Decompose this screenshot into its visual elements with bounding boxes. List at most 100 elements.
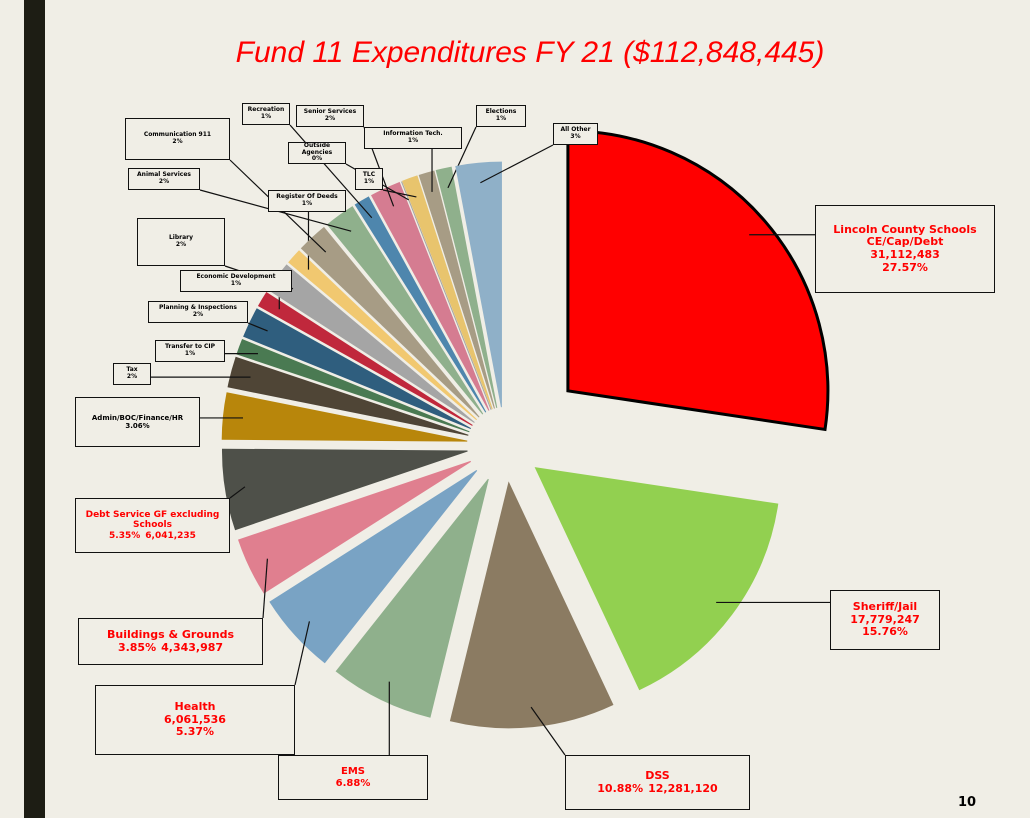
category-label: Economic Development <box>196 273 276 281</box>
percent-label: 1% <box>495 115 507 122</box>
slice-label: DSS 10.88% 12,281,120 <box>565 755 750 810</box>
leader-line <box>480 144 554 184</box>
slice-label: Information Tech. 1% <box>364 127 462 149</box>
pie-slice <box>221 448 468 531</box>
slice-label: Health 6,061,536 5.37% <box>95 685 295 755</box>
category-label: Communication 911 <box>143 131 212 139</box>
pie-slice <box>534 467 779 691</box>
percent-label: 5.37% <box>175 725 215 739</box>
percent-label: 1% <box>363 178 375 185</box>
category-label: Library <box>168 234 194 242</box>
value-row: 5.35% 6,041,235 <box>109 531 196 541</box>
slice-label: Lincoln County Schools CE/Cap/Debt 31,112… <box>815 205 995 293</box>
slice-label: Sheriff/Jail 17,779,247 15.76% <box>830 590 940 650</box>
category-label: Register Of Deeds <box>276 193 338 201</box>
category-label: Buildings & Grounds <box>107 627 234 641</box>
category-label: Lincoln County Schools CE/Cap/Debt <box>833 222 977 249</box>
percent-label: 0% <box>311 155 323 163</box>
category-label: Debt Service GF excluding Schools <box>85 509 220 531</box>
pie-slice <box>257 291 473 426</box>
category-label: DSS <box>645 768 670 782</box>
side-bar <box>24 0 45 818</box>
pie-slice <box>243 308 471 430</box>
category-label: Outside Agencies <box>301 142 333 156</box>
slice-label: Planning & Inspections 2% <box>148 301 248 323</box>
slice-label: All Other 3% <box>553 123 598 145</box>
slice-label: Senior Services 2% <box>296 105 364 127</box>
percent-label: 27.57% <box>882 260 928 274</box>
slice-label: Buildings & Grounds 3.85% 4,343,987 <box>78 618 263 665</box>
slice-label: Outside Agencies 0% <box>288 142 346 164</box>
percent-label: 2% <box>324 115 336 122</box>
chart-title: Fund 11 Expenditures FY 21 ($112,848,445… <box>235 36 825 69</box>
percent-label: 1% <box>407 137 419 144</box>
value-row: 10.88% 12,281,120 <box>597 781 718 796</box>
leader-line <box>262 558 269 619</box>
category-label: Senior Services <box>303 108 357 116</box>
slice-label: Register Of Deeds 1% <box>268 190 346 212</box>
slice-label: Debt Service GF excluding Schools 5.35% 6,… <box>75 498 230 553</box>
percent-label: 1% <box>260 113 272 120</box>
pie-slice <box>238 460 471 594</box>
category-label: TLC <box>362 171 376 179</box>
percent-label: 3% <box>570 133 581 140</box>
category-label: All Other <box>560 126 591 134</box>
pie-slice <box>566 129 830 432</box>
amount-label: 17,779,247 <box>850 612 920 626</box>
amount-label: 6,041,235 <box>145 530 196 541</box>
category-label: Sheriff/Jail <box>852 600 918 614</box>
category-label: EMS <box>341 766 365 777</box>
category-label: Recreation <box>247 106 285 114</box>
pie-slice <box>354 196 487 413</box>
slice-label: Tax 2% <box>113 363 151 385</box>
leader-line <box>294 621 310 686</box>
leader-line <box>289 124 373 219</box>
pie-slice <box>435 166 498 409</box>
slice-label: Economic Development 1% <box>180 270 292 292</box>
slice-label: EMS 6.88% <box>278 755 428 800</box>
category-label: Planning & Inspections <box>159 304 237 312</box>
pie-slice <box>370 181 490 411</box>
category-label: Tax <box>126 366 138 374</box>
category-label: Transfer to CIP <box>164 343 216 351</box>
percent-label: 15.76% <box>862 625 908 639</box>
amount-label: 6,061,536 <box>164 712 226 726</box>
category-label: Elections <box>485 108 517 116</box>
percent-label: 1% <box>301 200 313 207</box>
pie-slice <box>300 226 480 418</box>
pie-slice <box>221 392 468 442</box>
category-label: Health <box>174 700 216 714</box>
slice-label: Communication 911 2% <box>125 118 230 160</box>
leader-line <box>247 322 268 332</box>
percent-label: 6.88% <box>335 777 371 789</box>
slice-label: Transfer to CIP 1% <box>155 340 225 362</box>
percent-label: 2% <box>158 178 170 185</box>
percent-label: 2% <box>126 373 138 380</box>
percent-label: 3.85% <box>117 640 157 654</box>
leader-line <box>229 486 246 499</box>
leader-line <box>382 189 417 198</box>
percent-label: 5.35% <box>109 530 141 541</box>
amount-label: 4,343,987 <box>161 640 224 654</box>
pie-slice <box>401 175 493 410</box>
category-label: Animal Services <box>137 171 191 179</box>
amount-label: 31,112,483 <box>870 248 940 261</box>
pie-slice <box>269 470 478 664</box>
slice-label: Recreation 1% <box>242 103 290 125</box>
percent-label: 1% <box>230 280 242 287</box>
amount-label: 12,281,120 <box>648 781 718 795</box>
slice-label: Elections 1% <box>476 105 526 127</box>
percent-label: 2% <box>172 138 183 145</box>
slice-label: Library 2% <box>137 218 225 266</box>
pie-slice <box>288 250 477 421</box>
percent-label: 10.88% <box>597 781 644 795</box>
page-number: 10 <box>958 795 977 810</box>
category-label: Information Tech. <box>383 130 443 138</box>
pie-slice <box>335 478 489 718</box>
pie-slice <box>449 481 614 729</box>
category-label: Admin/BOC/Finance/HR <box>91 413 184 422</box>
value-row: 3.85% 4,343,987 <box>117 640 224 655</box>
percent-label: 1% <box>184 350 196 357</box>
pie-slice <box>418 170 495 409</box>
